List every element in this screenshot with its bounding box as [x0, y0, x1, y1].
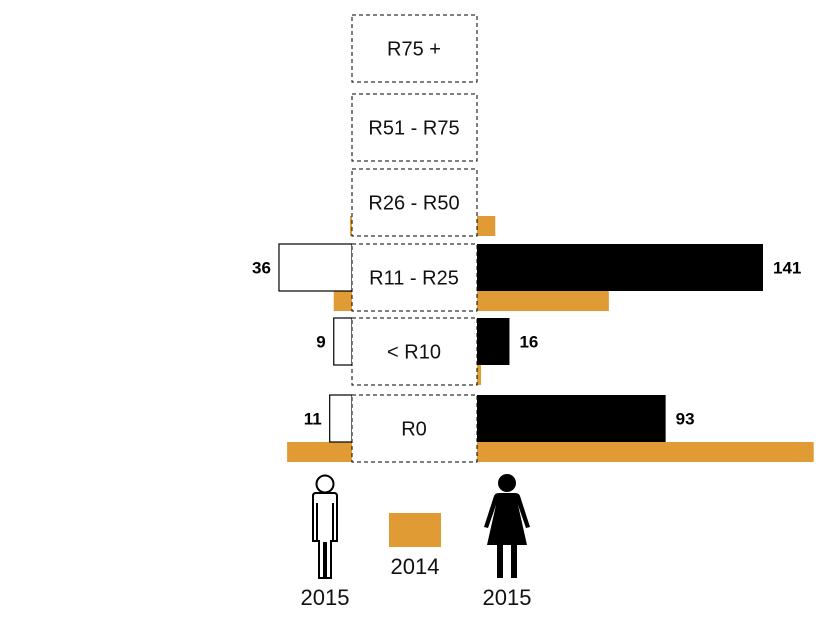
- legend-2014-swatch: [389, 513, 441, 547]
- category-label-cat-3: R11 - R25: [369, 268, 459, 290]
- bar-2015-female-cat-3: [477, 244, 763, 291]
- bar-2014-female-cat-3: [477, 291, 609, 311]
- legend-2014-label: 2014: [391, 554, 440, 579]
- value-label-male-cat-5: 11: [304, 410, 322, 429]
- male-person-icon: [312, 474, 338, 579]
- category-box-cat-2: [351, 168, 478, 237]
- bar-2015-male-cat-3: [278, 243, 353, 292]
- category-box-cat-5: [351, 394, 478, 463]
- bar-2015-female-cat-4: [477, 318, 510, 365]
- value-label-female-cat-4: 16: [519, 333, 538, 352]
- category-label-cat-0: R75 +: [387, 39, 441, 61]
- female-legend-label: 2015: [483, 585, 532, 610]
- category-label-cat-2: R26 - R50: [368, 193, 459, 215]
- bar-2014-female-cat-2: [477, 216, 496, 236]
- category-boxes: R75 + R51 - R75 R26 - R50 R11 - R25 < R10 R0: [351, 14, 478, 463]
- bar-2015-male-cat-4: [333, 317, 353, 366]
- value-label-female-cat-5: 93: [676, 410, 695, 429]
- category-box-cat-0: [351, 14, 478, 83]
- category-box-cat-4: [351, 317, 478, 386]
- bar-2014-female-cat-4: [477, 365, 482, 385]
- bar-2015-male-cat-5: [329, 394, 353, 443]
- bar-2014-male-cat-3: [333, 291, 352, 311]
- male-legend-label: 2015: [301, 585, 350, 610]
- category-label-cat-5: R0: [401, 419, 427, 441]
- bar-2014-female-cat-5: [477, 442, 814, 462]
- bar-2014-male-cat-2: [349, 216, 352, 236]
- category-label-cat-1: R51 - R75: [368, 118, 459, 140]
- bar-2015-female-cat-5: [477, 395, 666, 442]
- bars-2014-group: [287, 216, 814, 462]
- value-label-female-cat-3: 141: [773, 259, 801, 278]
- bar-2014-male-cat-5: [287, 442, 352, 462]
- category-box-cat-3: [351, 243, 478, 312]
- category-box-cat-1: [351, 93, 478, 162]
- value-labels: 36 141 9 16 11 93: [252, 259, 801, 429]
- value-label-male-cat-3: 36: [252, 259, 271, 278]
- female-person-icon: [484, 474, 530, 578]
- category-label-cat-4: < R10: [387, 342, 441, 364]
- value-label-male-cat-4: 9: [316, 333, 325, 352]
